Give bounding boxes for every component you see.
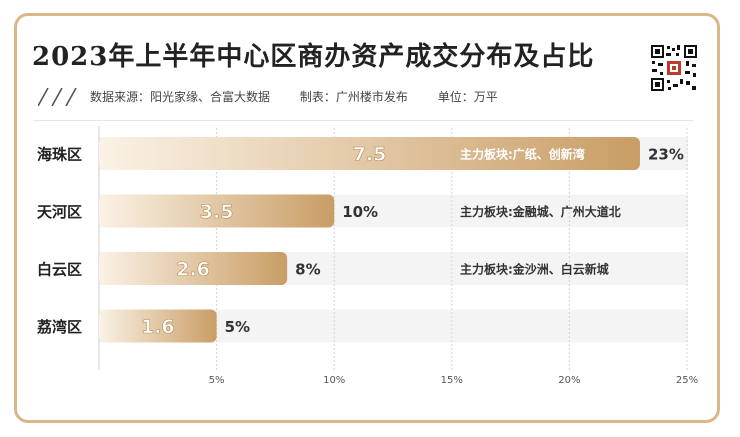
x-tick-label: 10% [323,375,345,386]
bar-value-label: 1.6 [141,316,175,338]
share-label: 5% [225,318,250,336]
slash-decoration [38,88,77,106]
subtitle-row: 数据来源：阳光家缘、合富大数据 制表：广州楼市发布 单位：万平 [90,88,524,105]
header-divider [33,120,693,121]
category-label: 荔湾区 [37,318,82,336]
category-label: 海珠区 [37,146,82,164]
x-tick-label: 15% [441,375,463,386]
share-label: 10% [342,203,378,221]
bar [99,194,335,228]
bar-value-label: 3.5 [200,201,234,223]
bar [99,309,217,343]
bar [99,137,640,170]
plate-note: 主力板块:金沙洲、白云新城 [460,262,609,277]
chart-title: 2023年上半年中心区商办资产成交分布及占比 [32,42,595,72]
data-source-text: 数据来源：阳光家缘、合富大数据 [90,90,271,104]
category-label: 白云区 [37,261,82,279]
unit-text: 单位：万平 [437,90,498,104]
x-tick-label: 20% [558,375,580,386]
share-label: 8% [295,261,320,279]
qr-code-icon[interactable] [650,44,698,92]
bar-value-label: 2.6 [176,259,210,281]
bar [99,252,288,285]
bar-value-label: 7.5 [353,144,387,166]
share-label: 23% [648,146,684,164]
plate-note: 主力板块:金融城、广州大道北 [460,204,621,219]
author-text: 制表：广州楼市发布 [299,90,408,104]
plate-note: 主力板块:广纸、创新湾 [460,147,585,162]
x-tick-label: 25% [676,375,698,386]
x-tick-label: 5% [209,375,225,386]
category-label: 天河区 [37,203,82,221]
